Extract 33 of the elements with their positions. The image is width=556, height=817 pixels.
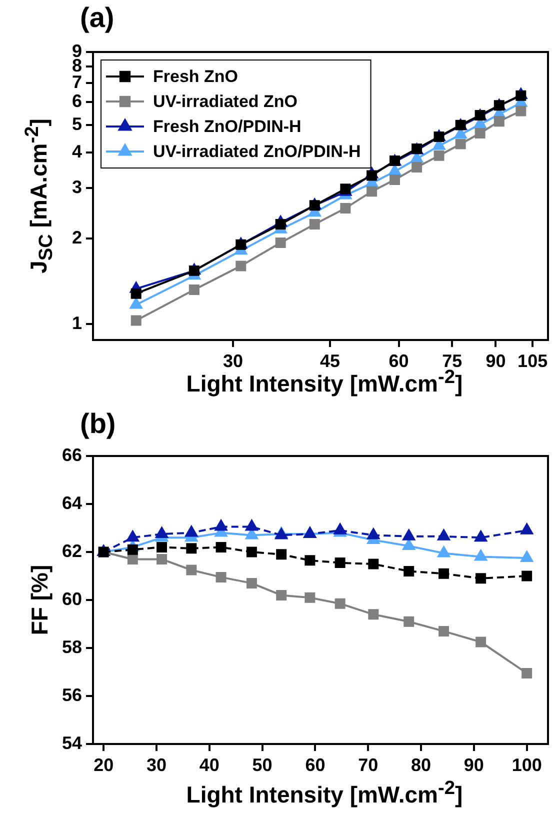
x-tick-label: 30 [146,754,167,775]
y-tick-label: 56 [62,684,82,705]
x-tick-label: 90 [486,350,506,371]
y-tick-label: 58 [62,636,82,657]
y-tick-label: 62 [62,540,82,561]
x-tick-label: 105 [518,350,548,371]
y-tick-label: 66 [62,444,82,465]
x-axis-title: Light Intensity [mW.cm$^{-2}$] [186,778,463,809]
y-tick-label: 60 [62,588,82,609]
y-tick-label: 3 [72,177,82,198]
x-tick-label: 70 [358,754,378,775]
chart-title: (b) [80,408,116,440]
legend-label: Fresh ZnO [153,67,238,86]
y-tick-label: 5 [72,114,82,134]
x-tick-label: 90 [464,754,484,775]
legend-label: UV-irradiated ZnO [153,92,298,112]
y-tick-label: 64 [62,492,82,513]
x-tick-label: 20 [94,754,114,775]
x-tick-label: 50 [252,754,272,775]
legend-label: Fresh ZnO/PDIN-H [153,117,302,136]
y-tick-label: 6 [72,91,82,112]
chart-title: (a) [80,2,114,34]
y-axis-title: FF [%] [26,564,54,636]
y-tick-label: 54 [62,732,82,753]
x-tick-label: 100 [512,754,542,775]
y-tick-label: 1 [72,313,82,334]
y-tick-label: 4 [72,141,82,162]
x-tick-label: 60 [305,754,326,775]
legend-label: UV-irradiated ZnO/PDIN-H [153,142,361,162]
y-tick-label: 7 [72,72,82,92]
x-tick-label: 80 [411,754,432,775]
x-tick-label: 40 [199,754,220,775]
y-tick-label: 2 [72,227,82,248]
